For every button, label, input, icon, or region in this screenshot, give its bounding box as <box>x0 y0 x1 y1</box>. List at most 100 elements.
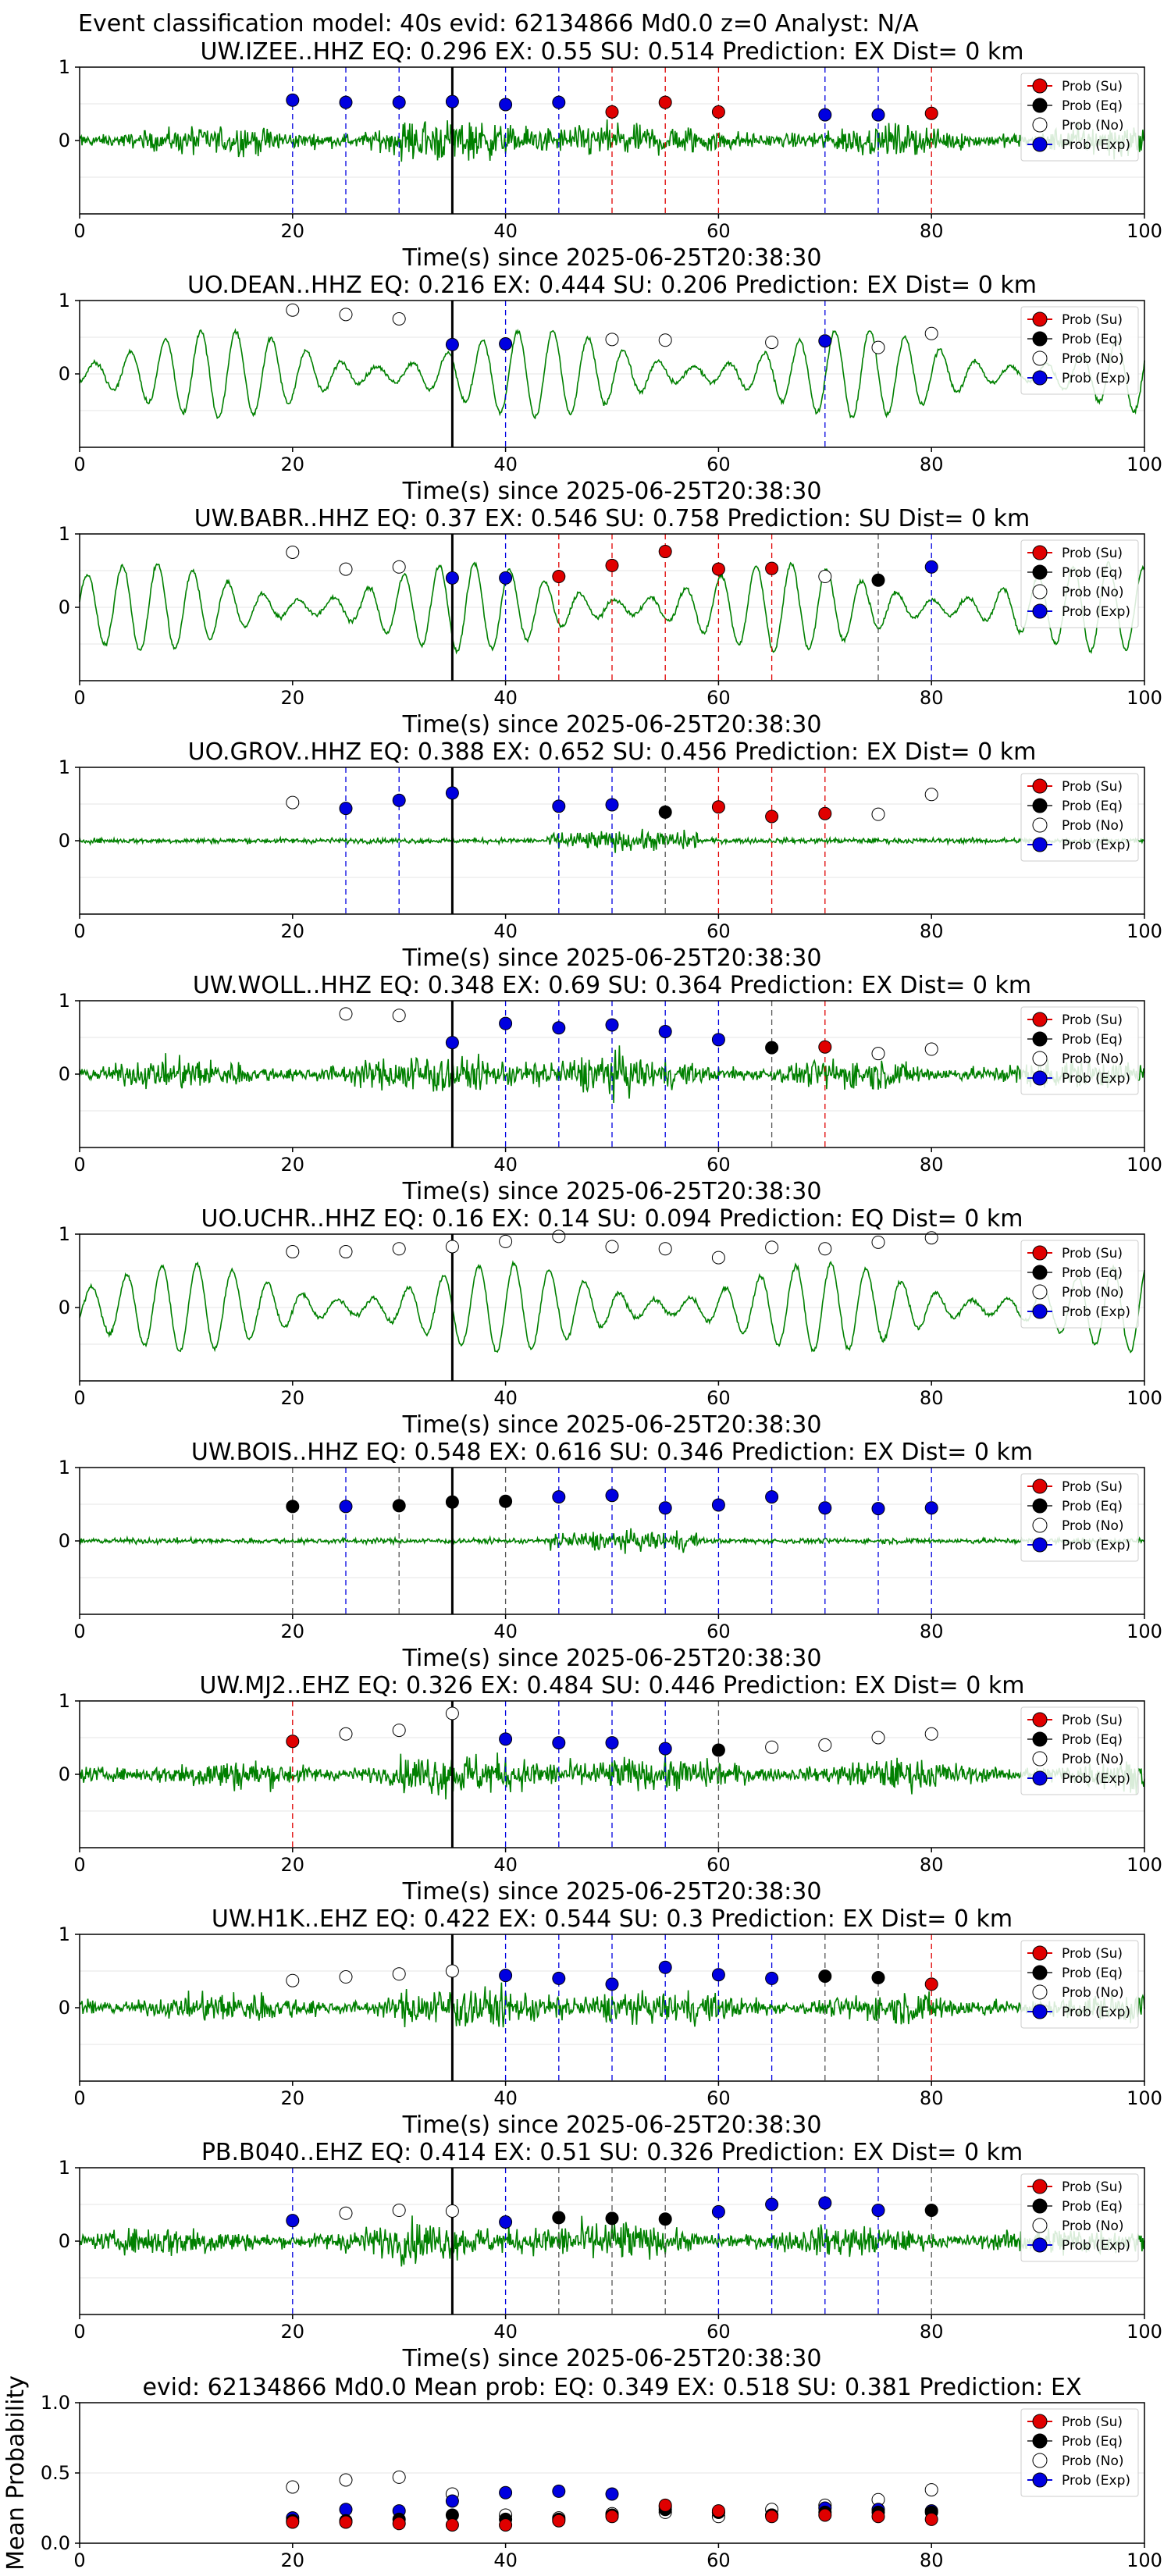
x-tick-label: 0 <box>73 454 85 475</box>
prob-marker-no <box>286 795 300 809</box>
prob-marker-exp <box>445 1036 459 1050</box>
legend-label-su: Prob (Su) <box>1062 546 1123 561</box>
prob-marker-no <box>765 336 779 350</box>
prob-marker-exp <box>605 798 619 812</box>
prob-marker-no <box>924 1231 938 1245</box>
prob-marker-no <box>286 1973 300 1987</box>
prob-marker-exp <box>552 1971 566 1985</box>
prob-marker-exp <box>445 337 459 351</box>
x-tick-label: 100 <box>1127 2087 1162 2109</box>
prob-marker-exp <box>552 1490 566 1504</box>
y-tick-label: 1 <box>59 1690 70 1712</box>
prob-marker-eq <box>658 805 672 819</box>
panel-7: UW.BOIS..HHZ EQ: 0.548 EX: 0.616 SU: 0.3… <box>59 1439 1162 1672</box>
legend-marker-exp <box>1032 137 1048 152</box>
prob-marker-exp <box>499 571 513 585</box>
legend-marker-eq <box>1032 1965 1048 1980</box>
panel-1: UW.IZEE..HHZ EQ: 0.296 EX: 0.55 SU: 0.51… <box>59 38 1162 272</box>
legend-label-no: Prob (No) <box>1062 1051 1124 1067</box>
x-tick-label: 100 <box>1127 2321 1162 2343</box>
prob-marker-su <box>658 95 672 109</box>
legend-marker-su <box>1032 545 1048 560</box>
legend-label-eq: Prob (Eq) <box>1062 1499 1123 1514</box>
mean-prob-marker-su <box>658 2498 672 2512</box>
x-axis-label: Time(s) since 2025-06-25T20:38:30 <box>402 1645 822 1672</box>
prob-marker-su <box>765 809 779 824</box>
x-tick-label: 40 <box>493 2087 518 2109</box>
prob-marker-exp <box>392 793 406 807</box>
x-tick-label: 100 <box>1127 920 1162 942</box>
prob-marker-no <box>871 1731 885 1745</box>
panel-4: UO.GROV..HHZ EQ: 0.388 EX: 0.652 SU: 0.4… <box>59 738 1162 972</box>
legend-marker-su <box>1032 778 1048 794</box>
legend-marker-eq <box>1032 98 1048 113</box>
legend-marker-no <box>1032 1984 1048 2000</box>
prob-marker-exp <box>445 571 459 585</box>
prob-marker-exp <box>445 786 459 800</box>
legend-label-exp: Prob (Exp) <box>1062 1071 1130 1087</box>
prob-marker-no <box>924 326 938 340</box>
prob-marker-no <box>392 560 406 574</box>
legend-label-su: Prob (Su) <box>1062 312 1123 328</box>
x-tick-label: 80 <box>920 687 944 709</box>
mean-prob-marker-su <box>871 2510 885 2524</box>
legend-marker-su <box>1032 78 1048 94</box>
prob-marker-eq <box>499 1494 513 1508</box>
prob-marker-no <box>605 333 619 347</box>
legend-marker-eq <box>1032 2198 1048 2214</box>
x-tick-label: 80 <box>920 220 944 242</box>
x-tick-label: 0 <box>73 1387 85 1409</box>
y-tick-label: 1 <box>59 756 70 778</box>
prob-marker-exp <box>924 560 938 574</box>
legend-box <box>1020 1473 1139 1562</box>
x-tick-label: 20 <box>281 920 305 942</box>
y-tick-label: 1 <box>59 1457 70 1478</box>
prob-marker-exp <box>711 2204 725 2218</box>
mean-prob-marker-exp <box>445 2494 459 2508</box>
x-tick-label: 100 <box>1127 687 1162 709</box>
y-tick-label: 1 <box>59 990 70 1012</box>
x-tick-label: 0 <box>73 2549 85 2571</box>
legend-label-no: Prob (No) <box>1062 2453 1124 2469</box>
legend-marker-no <box>1032 2453 1048 2468</box>
prob-marker-exp <box>605 1489 619 1503</box>
prob-marker-no <box>445 1706 459 1720</box>
panel-title: UW.BABR..HHZ EQ: 0.37 EX: 0.546 SU: 0.75… <box>194 505 1030 532</box>
prob-marker-eq <box>658 2212 672 2226</box>
legend-label-no: Prob (No) <box>1062 1752 1124 1767</box>
prob-marker-exp <box>605 1736 619 1750</box>
prob-marker-no <box>392 1967 406 1981</box>
legend-marker-exp <box>1032 2472 1048 2488</box>
prob-marker-no <box>924 1042 938 1056</box>
prob-marker-exp <box>499 336 513 350</box>
prob-marker-no <box>658 1242 672 1256</box>
prob-marker-no <box>818 570 832 584</box>
mean-prob-marker-no <box>924 2483 938 2497</box>
mean-prob-marker-su <box>392 2517 406 2531</box>
x-tick-label: 20 <box>281 687 305 709</box>
legend-label-su: Prob (Su) <box>1062 1479 1123 1495</box>
legend-marker-su <box>1032 2179 1048 2194</box>
prob-marker-no <box>765 1740 779 1754</box>
x-tick-label: 60 <box>707 1154 731 1176</box>
legend-label-su: Prob (Su) <box>1062 2414 1123 2430</box>
y-tick-label: 0 <box>59 1297 70 1318</box>
x-tick-label: 60 <box>707 2087 731 2109</box>
legend-marker-eq <box>1032 331 1048 347</box>
legend-marker-exp <box>1032 837 1048 852</box>
prob-marker-exp <box>499 1969 513 1983</box>
prob-marker-exp <box>658 1742 672 1756</box>
legend-marker-exp <box>1032 2237 1048 2253</box>
x-tick-label: 0 <box>73 920 85 942</box>
x-tick-label: 0 <box>73 2087 85 2109</box>
seismic-trace <box>79 328 1145 420</box>
mean-prob-marker-no <box>392 2470 406 2484</box>
legend-marker-exp <box>1032 1537 1048 1553</box>
legend-label-no: Prob (No) <box>1062 1285 1124 1300</box>
prob-marker-su <box>286 1735 300 1749</box>
prob-marker-su <box>765 561 779 575</box>
x-tick-label: 60 <box>707 1621 731 1642</box>
prob-marker-no <box>445 1240 459 1254</box>
legend-label-exp: Prob (Exp) <box>1062 2238 1130 2254</box>
legend-label-su: Prob (Su) <box>1062 1713 1123 1728</box>
